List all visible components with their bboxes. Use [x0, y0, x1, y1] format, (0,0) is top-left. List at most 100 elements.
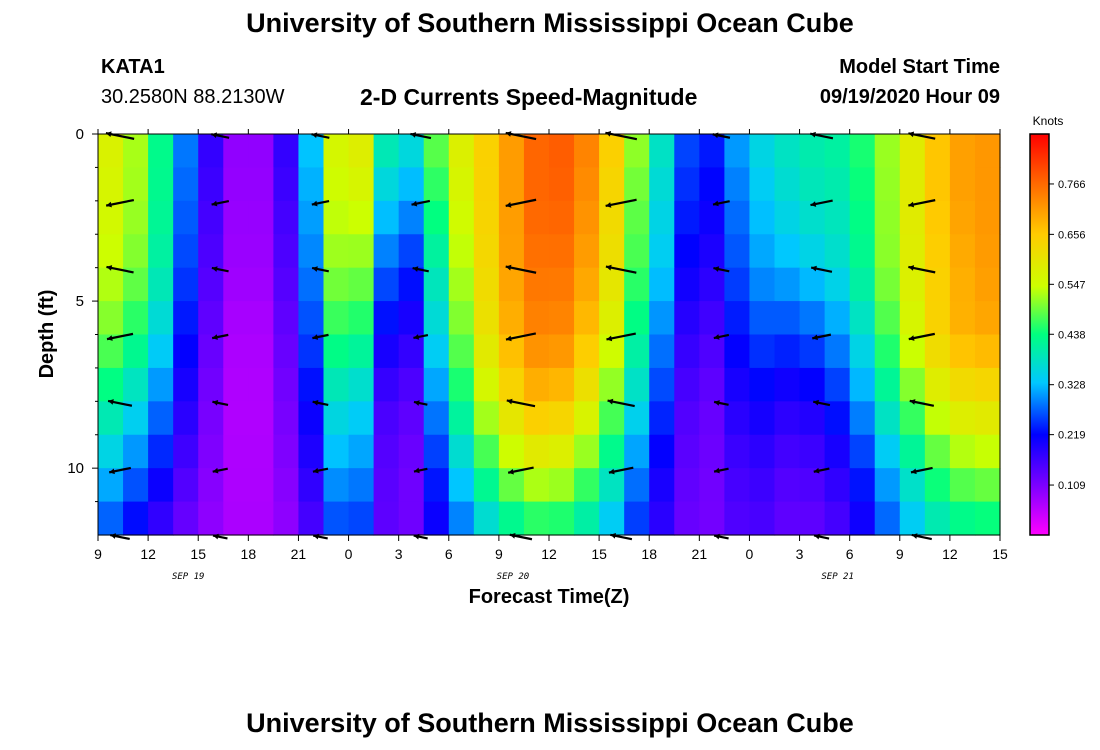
y-tick-label: 10	[67, 460, 84, 477]
current-vector-arrow	[212, 467, 228, 474]
heatmap-cell	[574, 401, 600, 436]
current-vector-arrow	[505, 332, 537, 342]
heatmap-cell	[123, 434, 149, 469]
heatmap-cell	[899, 267, 926, 302]
heatmap-cell	[173, 134, 199, 169]
heatmap-cell	[824, 234, 851, 269]
heatmap-cell	[523, 167, 550, 202]
heatmap-cell	[198, 301, 224, 336]
heatmap-cell	[323, 267, 350, 302]
heatmap-cell	[323, 234, 350, 269]
heatmap-cell	[248, 367, 274, 402]
heatmap-cell	[574, 434, 600, 469]
current-vector-arrow	[608, 466, 634, 475]
colorbar-tick-label: 0.766	[1058, 179, 1086, 191]
heatmap-cell	[423, 501, 450, 536]
heatmap-cell	[348, 434, 375, 469]
heatmap-cell	[824, 468, 851, 503]
heatmap-cell	[348, 468, 375, 503]
heatmap-cell	[173, 468, 199, 503]
current-vector-arrow	[411, 199, 431, 207]
heatmap-cell	[523, 367, 550, 402]
heatmap-cell	[924, 200, 951, 235]
heatmap-cell	[498, 401, 525, 436]
heatmap-cell	[749, 234, 776, 269]
current-vector-arrow	[311, 200, 330, 207]
heatmap-cell	[574, 334, 600, 369]
heatmap-cell	[674, 434, 700, 469]
heatmap-cell	[373, 134, 400, 169]
heatmap-cell	[498, 501, 525, 536]
heatmap-cell	[649, 301, 675, 336]
heatmap-cell	[924, 301, 951, 336]
current-vector-arrow	[713, 333, 730, 340]
heatmap-cell	[523, 134, 550, 169]
heatmap-cell	[749, 401, 776, 436]
heatmap-cell	[649, 267, 675, 302]
axes: 9 12 15 18 21 0 3 6 9 12 15 18 21 0 3 6 9 12 15 SEP 19 SEP 2…	[67, 126, 1008, 582]
heatmap-cell	[574, 468, 600, 503]
current-vector-arrow	[211, 200, 230, 207]
heatmap-cell	[323, 200, 350, 235]
heatmap-cell	[974, 401, 1001, 436]
heatmap-cell	[423, 134, 450, 169]
heatmap-cell	[574, 501, 600, 536]
heatmap-cell	[523, 301, 550, 336]
heatmap-cell	[974, 134, 1001, 169]
model-start-label: Model Start Time	[839, 56, 1000, 78]
heatmap-cell	[699, 468, 725, 503]
footer-title: University of Southern Mississippi Ocean…	[246, 708, 854, 738]
heatmap-cell	[473, 401, 500, 436]
heatmap-cell	[523, 334, 550, 369]
heatmap-cell	[549, 134, 575, 169]
heatmap-cell	[974, 200, 1001, 235]
heatmap-cell	[699, 401, 725, 436]
heatmap-cell	[423, 301, 450, 336]
heatmap-cell	[398, 301, 425, 336]
heatmap-cell	[749, 501, 776, 536]
x-tick-label: 9	[94, 546, 102, 562]
heatmap-cell	[924, 234, 951, 269]
heatmap-cell	[874, 200, 901, 235]
current-vector-arrow	[908, 199, 936, 208]
heatmap-cell	[949, 367, 976, 402]
heatmap-cell	[774, 267, 801, 302]
heatmap-cell	[173, 501, 199, 536]
heatmap-cell	[498, 167, 525, 202]
heatmap-cell	[549, 434, 575, 469]
heatmap-cell	[974, 301, 1001, 336]
heatmap-cell	[824, 367, 851, 402]
colorbar: Knots 0.109 0.219 0.328 0.438 0.547 0.656 0.76…	[1029, 114, 1086, 536]
y-tick-label: 5	[76, 293, 84, 310]
heatmap-cell	[749, 434, 776, 469]
current-vectors	[105, 131, 936, 541]
heatmap-cell	[323, 434, 350, 469]
heatmap-cell	[749, 334, 776, 369]
heatmap-cell	[574, 234, 600, 269]
current-vector-arrow	[713, 467, 729, 474]
heatmap-cell	[699, 434, 725, 469]
heatmap-cell	[148, 200, 174, 235]
x-tick-label: 12	[541, 546, 557, 562]
heatmap-cell	[949, 267, 976, 302]
heatmap-cell	[699, 200, 725, 235]
y-axis-label: Depth (ft)	[36, 290, 58, 379]
current-vector-arrow	[505, 198, 537, 208]
current-vector-arrow	[311, 266, 330, 273]
current-vector-arrow	[509, 532, 533, 541]
heatmap-cell	[123, 334, 149, 369]
heatmap-cell	[523, 234, 550, 269]
heatmap-cell	[724, 501, 751, 536]
heatmap-cell	[674, 301, 700, 336]
heatmap-cell	[774, 167, 801, 202]
heatmap-cell	[98, 167, 124, 202]
heatmap-cell	[924, 434, 951, 469]
current-vector-arrow	[105, 198, 135, 208]
heatmap-cell	[198, 200, 224, 235]
heatmap-cell	[699, 234, 725, 269]
x-tick-label: 21	[692, 546, 708, 562]
heatmap-cell	[98, 501, 124, 536]
heatmap-cell	[799, 167, 826, 202]
heatmap-cell	[473, 134, 500, 169]
heatmap-cell	[674, 334, 700, 369]
